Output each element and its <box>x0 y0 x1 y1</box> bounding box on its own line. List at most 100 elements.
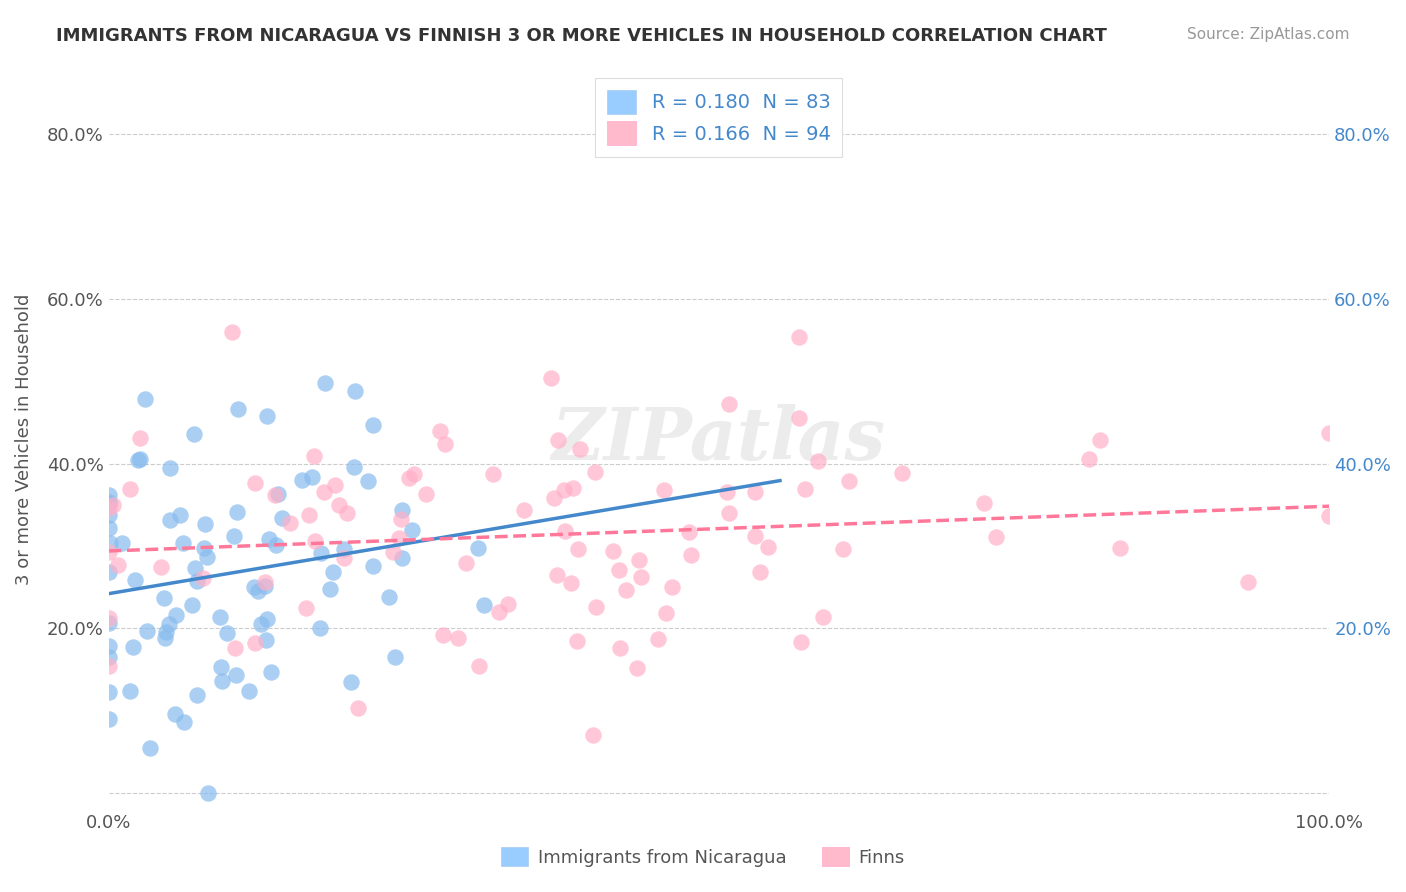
Finns <box>562 481 585 495</box>
Finns <box>583 465 606 479</box>
Immigrants from Nicaragua <box>184 561 207 575</box>
Finns <box>263 488 285 502</box>
Finns <box>221 325 243 339</box>
Immigrants from Nicaragua <box>97 684 120 698</box>
Immigrants from Nicaragua <box>259 532 281 546</box>
Finns <box>626 660 648 674</box>
Immigrants from Nicaragua <box>173 714 195 729</box>
Finns <box>193 571 215 585</box>
Immigrants from Nicaragua <box>121 640 143 655</box>
Finns <box>253 574 276 589</box>
Finns <box>890 466 912 480</box>
Immigrants from Nicaragua <box>166 607 188 622</box>
Immigrants from Nicaragua <box>256 611 278 625</box>
Immigrants from Nicaragua <box>363 417 385 432</box>
Immigrants from Nicaragua <box>340 674 363 689</box>
Immigrants from Nicaragua <box>97 615 120 630</box>
Finns <box>678 524 700 539</box>
Finns <box>101 498 124 512</box>
Finns <box>661 580 683 594</box>
Immigrants from Nicaragua <box>378 590 401 604</box>
Immigrants from Nicaragua <box>264 538 287 552</box>
Finns <box>546 567 568 582</box>
Finns <box>838 474 860 488</box>
Finns <box>973 496 995 510</box>
Finns <box>582 728 605 742</box>
Finns <box>243 475 266 490</box>
Immigrants from Nicaragua <box>155 625 177 640</box>
Finns <box>567 541 589 556</box>
Finns <box>298 508 321 522</box>
Finns <box>984 530 1007 544</box>
Finns <box>718 506 741 520</box>
Finns <box>1078 452 1101 467</box>
Immigrants from Nicaragua <box>97 712 120 726</box>
Immigrants from Nicaragua <box>208 610 231 624</box>
Immigrants from Nicaragua <box>467 541 489 556</box>
Immigrants from Nicaragua <box>267 487 290 501</box>
Finns <box>787 411 810 425</box>
Finns <box>328 498 350 512</box>
Finns <box>614 582 637 597</box>
Immigrants from Nicaragua <box>332 542 354 557</box>
Finns <box>496 597 519 611</box>
Finns <box>813 610 835 624</box>
Immigrants from Nicaragua <box>124 573 146 587</box>
Finns <box>654 606 676 620</box>
Finns <box>447 631 470 645</box>
Finns <box>433 437 456 451</box>
Immigrants from Nicaragua <box>193 541 215 556</box>
Legend: Immigrants from Nicaragua, Finns: Immigrants from Nicaragua, Finns <box>494 840 912 874</box>
Immigrants from Nicaragua <box>97 488 120 502</box>
Finns <box>347 700 370 714</box>
Finns <box>607 563 630 577</box>
Finns <box>391 512 413 526</box>
Immigrants from Nicaragua <box>247 583 270 598</box>
Immigrants from Nicaragua <box>186 688 208 702</box>
Immigrants from Nicaragua <box>134 392 156 407</box>
Finns <box>513 502 536 516</box>
Finns <box>432 628 454 642</box>
Immigrants from Nicaragua <box>363 559 385 574</box>
Legend: R = 0.180  N = 83, R = 0.166  N = 94: R = 0.180 N = 83, R = 0.166 N = 94 <box>596 78 842 157</box>
Finns <box>97 545 120 559</box>
Immigrants from Nicaragua <box>97 649 120 664</box>
Immigrants from Nicaragua <box>194 516 217 531</box>
Immigrants from Nicaragua <box>322 565 344 579</box>
Immigrants from Nicaragua <box>301 470 323 484</box>
Finns <box>565 633 588 648</box>
Immigrants from Nicaragua <box>391 503 413 517</box>
Finns <box>716 485 738 500</box>
Immigrants from Nicaragua <box>97 497 120 511</box>
Immigrants from Nicaragua <box>211 659 233 673</box>
Finns <box>107 558 129 572</box>
Finns <box>547 433 569 447</box>
Finns <box>333 551 356 566</box>
Finns <box>388 531 411 545</box>
Finns <box>118 483 141 497</box>
Finns <box>807 454 830 468</box>
Finns <box>1317 509 1340 524</box>
Immigrants from Nicaragua <box>98 536 121 550</box>
Immigrants from Nicaragua <box>159 513 181 527</box>
Finns <box>543 491 565 505</box>
Immigrants from Nicaragua <box>250 616 273 631</box>
Immigrants from Nicaragua <box>181 599 204 613</box>
Immigrants from Nicaragua <box>344 384 367 398</box>
Finns <box>832 542 855 557</box>
Finns <box>482 467 505 481</box>
Immigrants from Nicaragua <box>343 459 366 474</box>
Finns <box>404 467 426 481</box>
Finns <box>488 605 510 619</box>
Immigrants from Nicaragua <box>97 494 120 508</box>
Finns <box>1237 575 1260 590</box>
Immigrants from Nicaragua <box>319 582 342 596</box>
Immigrants from Nicaragua <box>153 631 176 645</box>
Immigrants from Nicaragua <box>309 546 332 560</box>
Finns <box>756 540 779 554</box>
Immigrants from Nicaragua <box>215 626 238 640</box>
Finns <box>278 516 301 530</box>
Text: IMMIGRANTS FROM NICARAGUA VS FINNISH 3 OR MORE VEHICLES IN HOUSEHOLD CORRELATION: IMMIGRANTS FROM NICARAGUA VS FINNISH 3 O… <box>56 27 1107 45</box>
Finns <box>554 524 576 539</box>
Finns <box>398 471 420 485</box>
